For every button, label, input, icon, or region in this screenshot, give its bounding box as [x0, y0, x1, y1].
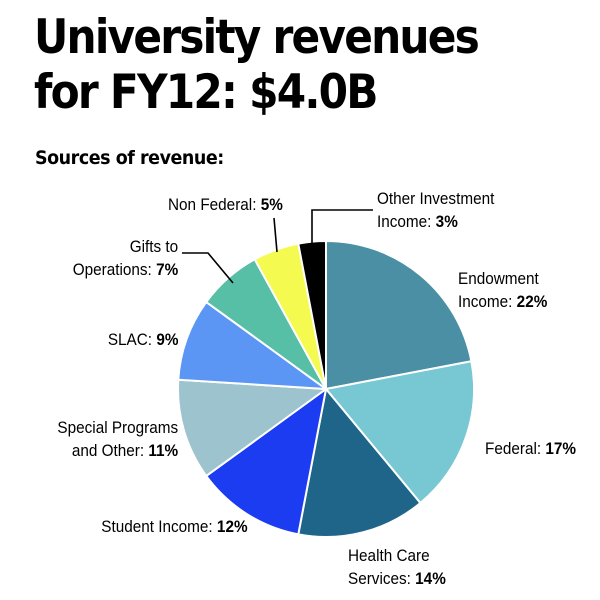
slice-label-text: SLAC: [107, 330, 156, 349]
slice-label-line: SLAC: 9% [107, 328, 178, 351]
slice-label: Health Care Services: 14% [348, 544, 446, 590]
slice-label-line: Special Programs [57, 416, 178, 439]
slice-label-text: Income: [458, 292, 517, 311]
slice-value-label: 11% [148, 441, 178, 460]
chart-title: University revenues for FY12: $4.0B [34, 10, 480, 120]
slice-label-text: Special Programs [57, 418, 178, 437]
pie-slice-federal [325, 360, 475, 505]
pie-slice-health-care-services [297, 388, 422, 538]
leader-line [311, 209, 373, 243]
slice-label: Other Investment Income: 3% [377, 187, 494, 233]
slice-label-text: Other Investment [377, 189, 495, 208]
slice-label-line: Student Income: 12% [102, 515, 248, 538]
leader-lines [182, 209, 373, 284]
slice-label-line: and Other: 11% [57, 439, 178, 462]
slice-label-text: Income: [377, 212, 436, 231]
slice-label-line: Non Federal: 5% [168, 193, 283, 216]
slice-label: Endowment Income: 22% [458, 267, 547, 313]
slice-label: Non Federal: 5% [168, 193, 283, 216]
slice-label: Gifts to Operations: 7% [73, 235, 178, 281]
slice-label-text: Operations: [72, 260, 156, 279]
slice-label-text: Gifts to [129, 237, 178, 256]
slice-value-label: 22% [516, 292, 548, 311]
pie-slices [176, 240, 475, 538]
slice-label-text: Services: [348, 569, 416, 588]
slice-label-text: Endowment [458, 269, 539, 288]
pie-slice-endowment-income [325, 240, 473, 390]
slice-label-line: Endowment [458, 267, 547, 290]
slice-label-line: Health Care [348, 544, 446, 567]
leader-line [273, 217, 278, 253]
leader-line [182, 252, 234, 284]
slice-label: Special Programs and Other: 11% [57, 416, 178, 462]
slice-label: Student Income: 12% [102, 515, 248, 538]
slice-label-line: Income: 3% [377, 210, 494, 233]
chart-subtitle: Sources of revenue: [35, 147, 224, 169]
slice-label-text: Federal: [485, 439, 546, 458]
slice-label-text: Health Care [348, 546, 430, 565]
pie-slice-special-programs-and-other [176, 378, 327, 477]
slice-label-text: and Other: [71, 441, 149, 460]
slice-value-label: 5% [260, 195, 283, 214]
slice-value-label: 9% [155, 330, 178, 349]
slice-label: SLAC: 9% [107, 328, 178, 351]
pie-slice-slac [177, 301, 327, 390]
slice-label-line: Services: 14% [348, 567, 446, 590]
slice-value-label: 12% [217, 517, 248, 536]
slice-value-label: 17% [545, 439, 577, 458]
slice-label-text: Student Income: [101, 517, 218, 536]
slice-label-line: Other Investment [377, 187, 494, 210]
slice-label-line: Gifts to [73, 235, 178, 258]
slice-label-line: Federal: 17% [485, 437, 576, 460]
slice-label-text: Non Federal: [168, 195, 261, 214]
pie-slice-student-income [205, 388, 327, 536]
slice-label: Federal: 17% [485, 437, 576, 460]
slice-value-label: 7% [155, 260, 178, 279]
slice-value-label: 3% [435, 212, 458, 231]
slice-label-line: Operations: 7% [73, 258, 178, 281]
slice-label-line: Income: 22% [458, 290, 547, 313]
slice-value-label: 14% [415, 569, 446, 588]
